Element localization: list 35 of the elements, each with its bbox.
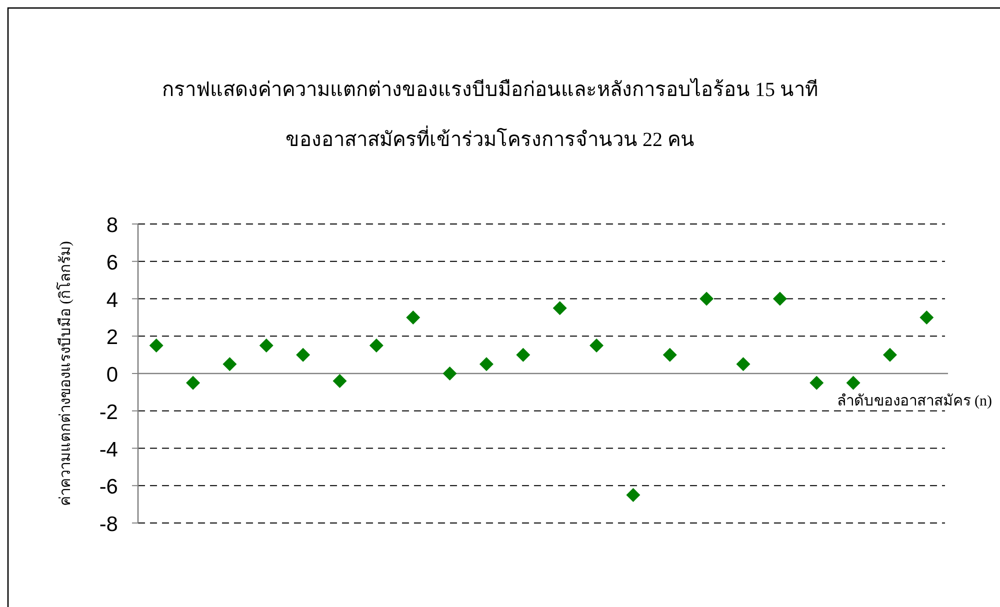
y-tick-label: -8	[99, 513, 118, 536]
point	[810, 376, 824, 390]
point	[920, 310, 934, 324]
point	[882, 348, 897, 362]
x-axis-title: ลำดับของอาสาสมัคร (n)	[836, 392, 992, 410]
y-tick-label: 0	[106, 364, 118, 386]
point	[516, 348, 530, 362]
y-tick-label: -2	[99, 400, 118, 424]
point	[442, 366, 457, 380]
point	[296, 348, 310, 362]
y-tick-label: -6	[99, 476, 118, 499]
chart-title: กราฟแสดงค่าความแตกต่างของแรงบีบมือก่อนและหลังการอบไอร้อน 15 นาที	[162, 78, 818, 101]
point	[479, 357, 494, 372]
y-axis-title: ค่าความแตกต่างของแรงบีบมือ (กิโลกรัม)	[56, 241, 74, 506]
point	[222, 357, 237, 372]
y-tick-label: 8	[106, 214, 118, 237]
point	[662, 348, 677, 362]
point	[406, 310, 420, 324]
point	[590, 338, 604, 352]
point	[332, 374, 347, 388]
point	[186, 376, 200, 390]
point	[846, 376, 860, 390]
y-tick-label: -4	[99, 438, 118, 462]
point	[772, 292, 787, 306]
point	[626, 488, 640, 502]
y-tick-label: 2	[106, 326, 118, 350]
y-tick-label: 4	[106, 288, 118, 312]
y-tick-label: 6	[106, 251, 118, 274]
point	[369, 338, 384, 352]
point	[259, 338, 274, 352]
point	[700, 292, 714, 306]
point	[736, 357, 750, 372]
chart-subtitle: ของอาสาสมัครที่เข้าร่วมโครงการจำนวน 22 คน	[286, 125, 694, 151]
point	[149, 338, 164, 352]
point	[552, 301, 567, 316]
